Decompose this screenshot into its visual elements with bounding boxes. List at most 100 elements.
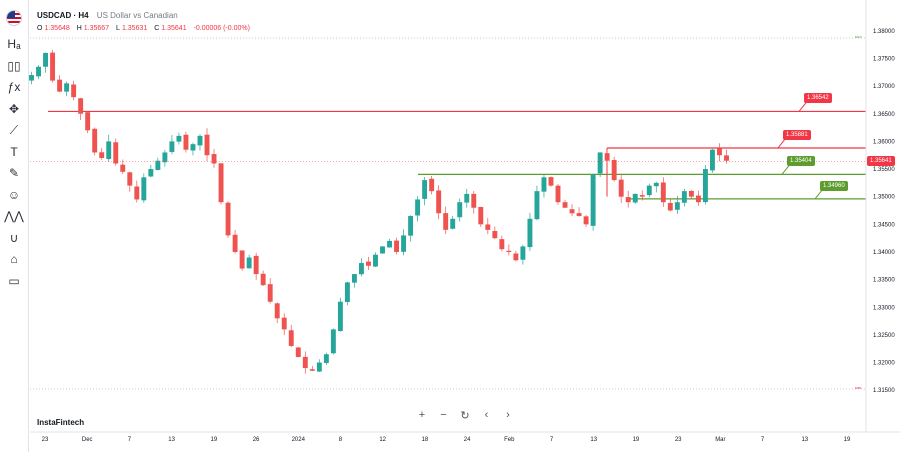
- symbol-legend[interactable]: USDCAD · H4 US Dollar vs Canadian: [37, 11, 178, 20]
- change-value: -0.00006 (-0.00%): [193, 25, 250, 32]
- price-axis[interactable]: 1.38000 1.37500 1.37000 1.36500 1.36000 1.355…: [30, 0, 900, 433]
- price-tick-label: 1.31500: [873, 388, 895, 394]
- candle-body: [330, 329, 336, 354]
- candle-body: [29, 75, 34, 81]
- scroll-forward-button[interactable]: ›: [506, 409, 510, 421]
- candle-body: [43, 52, 49, 67]
- trash-icon[interactable]: ▭: [8, 273, 20, 288]
- symbol-description: US Dollar vs Canadian: [96, 11, 178, 20]
- time-tick-label: Dec: [82, 437, 93, 443]
- candle-body: [401, 235, 407, 252]
- ohlc-values: O 1.35648 H 1.35667 L 1.35631 C 1.35641 -0.0…: [37, 25, 255, 32]
- support-2-label: 1.34960: [820, 180, 848, 191]
- time-tick-label: 7: [550, 437, 554, 443]
- time-tick-label: 26: [253, 437, 260, 443]
- candle-body: [71, 84, 77, 98]
- min-marker: ᴍɪɴ: [855, 385, 862, 390]
- price-tick-label: 1.32000: [873, 361, 895, 367]
- candle-body: [471, 193, 477, 208]
- resistance-2-label: 1.36542: [804, 93, 832, 104]
- scroll-back-button[interactable]: ‹: [484, 409, 489, 421]
- indicators-icon[interactable]: ▯▯: [7, 58, 21, 73]
- candle-body: [576, 213, 582, 217]
- candle-body: [625, 197, 631, 203]
- candle-body: [78, 98, 84, 114]
- candle-body: [667, 202, 673, 211]
- symbol-label: USDCAD · H4: [37, 11, 89, 20]
- candle-body: [387, 240, 392, 248]
- candle-body: [190, 144, 196, 151]
- zoom-out-button[interactable]: −: [440, 409, 447, 421]
- candle-body: [457, 202, 463, 218]
- candle-body: [106, 141, 112, 160]
- candle-body: [323, 354, 329, 364]
- time-tick-label: 23: [42, 437, 49, 443]
- candle-body: [232, 234, 238, 252]
- candle-body: [366, 261, 371, 266]
- trend-line-icon[interactable]: ⟋: [9, 122, 19, 137]
- brush-icon[interactable]: ✎: [8, 166, 20, 180]
- chart-navigation: + − ↻ ‹ ›: [413, 405, 517, 425]
- candle-body: [492, 230, 498, 239]
- candle-body: [239, 250, 245, 269]
- candle-body: [717, 148, 722, 156]
- candle-body: [344, 282, 350, 303]
- candle-body: [211, 154, 217, 164]
- candle-body: [162, 152, 168, 163]
- lock-icon[interactable]: ⌂: [10, 252, 18, 266]
- price-tick-label: 1.33500: [873, 278, 895, 284]
- reset-view-button[interactable]: ↻: [460, 409, 470, 422]
- text-icon[interactable]: T: [10, 144, 18, 159]
- candle-body: [204, 134, 210, 156]
- time-tick-label: 13: [801, 437, 808, 443]
- high-key: H: [76, 25, 82, 32]
- resistance-2-leader: [798, 101, 808, 112]
- candle-body: [253, 255, 259, 275]
- candle-body: [183, 134, 189, 150]
- time-tick-label: 19: [633, 437, 640, 443]
- time-tick-label: 23: [675, 437, 682, 443]
- pattern-icon[interactable]: ⋀⋀: [4, 209, 24, 223]
- candle-body: [176, 135, 182, 142]
- crosshair-icon[interactable]: ✥: [8, 101, 20, 116]
- time-tick-label: 13: [168, 437, 175, 443]
- candle-body: [681, 191, 687, 203]
- time-axis[interactable]: 23 Dec 7 13 19 26 2024 8 12 18 24 Feb 7 13 19 23 Mar 7 13 1…: [42, 437, 851, 443]
- candle-body: [260, 273, 266, 286]
- fx-icon[interactable]: ƒx: [7, 80, 21, 94]
- chart-type-icon[interactable]: Hₐ: [7, 37, 21, 51]
- emoji-icon[interactable]: ☺: [7, 187, 21, 202]
- candle-body: [309, 369, 315, 371]
- us-flag-icon[interactable]: [6, 10, 22, 26]
- candle-body: [295, 347, 301, 358]
- level-lines[interactable]: [48, 101, 866, 200]
- candle-body: [351, 274, 357, 283]
- candle-body: [422, 180, 428, 199]
- candle-body: [597, 152, 603, 174]
- candle-body: [197, 135, 203, 146]
- candle-body: [408, 216, 414, 236]
- candle-body: [604, 153, 610, 161]
- candle-body: [99, 152, 105, 158]
- candle-body: [436, 190, 442, 214]
- candle-body: [267, 284, 273, 302]
- candle-body: [688, 190, 694, 197]
- candle-body: [618, 179, 624, 197]
- candle-body: [590, 174, 596, 226]
- candle-body: [225, 202, 231, 236]
- time-tick-label: 2024: [292, 437, 306, 443]
- candle-body: [632, 193, 638, 203]
- candle-body: [120, 164, 126, 172]
- candle-body: [709, 149, 715, 171]
- candle-body: [583, 216, 589, 225]
- time-tick-label: 18: [422, 437, 429, 443]
- open-value: 1.35648: [44, 25, 70, 32]
- zoom-in-button[interactable]: +: [418, 409, 426, 421]
- candle-body: [695, 195, 701, 203]
- candle-body: [555, 185, 561, 203]
- candle-body: [394, 240, 400, 252]
- magnet-icon[interactable]: ∪: [9, 230, 19, 245]
- candle-body: [513, 253, 519, 261]
- price-tick-label: 1.37000: [873, 84, 895, 90]
